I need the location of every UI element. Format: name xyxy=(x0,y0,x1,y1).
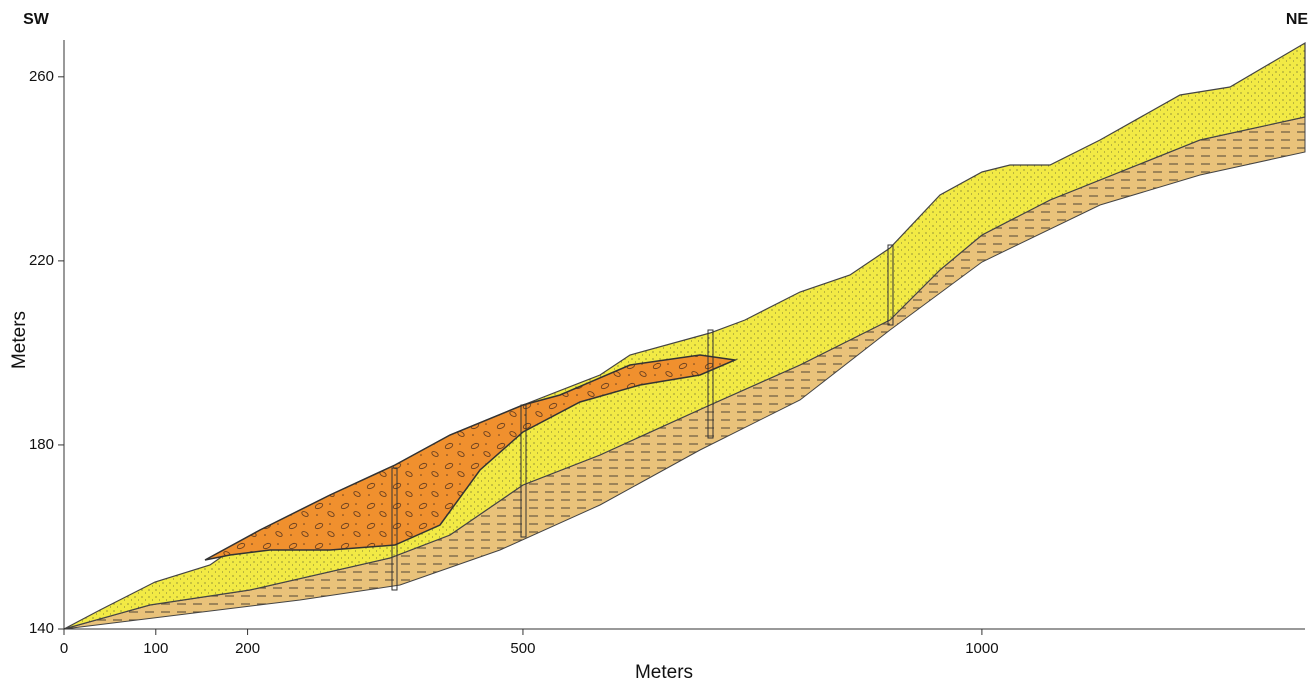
x-tick-label: 200 xyxy=(235,640,260,657)
y-tick-label: 260 xyxy=(29,68,54,85)
y-tick-label: 180 xyxy=(29,436,54,453)
x-tick-label: 100 xyxy=(143,640,168,657)
y-tick-label: 140 xyxy=(29,620,54,637)
x-tick-label: 500 xyxy=(510,640,535,657)
y-axis-title: Meters xyxy=(9,311,30,369)
corner-label: SW xyxy=(23,11,50,28)
cross-section: SW NE Meters Meters 0 100 200 500 1000 140 180… xyxy=(0,0,1312,684)
y-tick-label: 220 xyxy=(29,252,54,269)
layers xyxy=(64,43,1305,629)
x-tick-label: 1000 xyxy=(965,640,998,657)
x-axis-title: Meters xyxy=(635,662,693,683)
corner-label: NE xyxy=(1286,11,1309,28)
x-tick-label: 0 xyxy=(60,640,68,657)
